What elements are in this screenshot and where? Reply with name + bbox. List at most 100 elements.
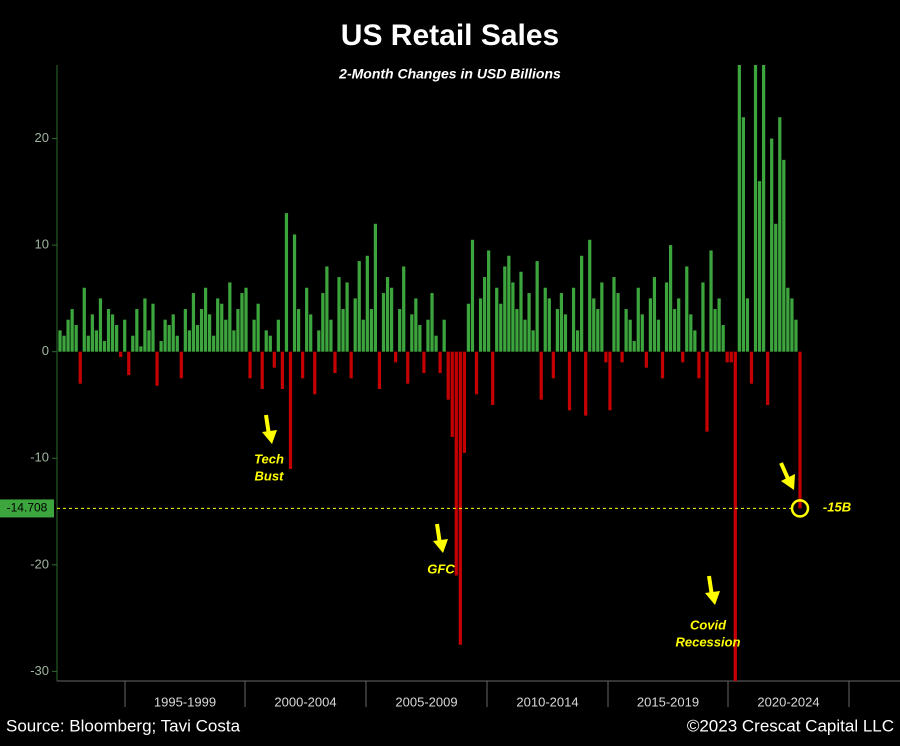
bar <box>301 351 305 379</box>
bar <box>757 181 762 352</box>
bar <box>474 351 479 395</box>
bar <box>191 293 196 352</box>
bar <box>240 293 244 352</box>
bar <box>551 351 555 379</box>
bar <box>685 266 689 352</box>
bar <box>236 309 240 352</box>
annotation: GFC <box>427 561 455 576</box>
bar <box>794 319 798 352</box>
annotation: Covid <box>690 617 727 632</box>
bar <box>216 298 220 352</box>
bar <box>478 298 483 352</box>
bar <box>499 303 503 352</box>
bar <box>673 309 677 352</box>
bar <box>507 255 511 352</box>
bar <box>114 325 119 352</box>
bar <box>102 341 107 352</box>
bar <box>539 351 543 400</box>
bar <box>70 309 74 352</box>
bar <box>389 287 394 352</box>
bar <box>147 330 151 352</box>
bar <box>345 282 349 352</box>
bar <box>175 335 179 352</box>
bar <box>418 325 422 352</box>
bar <box>82 287 86 352</box>
bar <box>183 309 187 352</box>
bar <box>341 309 345 352</box>
bar <box>624 309 628 352</box>
bar <box>462 351 466 453</box>
bar <box>373 223 378 352</box>
bar <box>523 319 527 352</box>
bar <box>778 117 782 352</box>
bar <box>668 245 673 352</box>
bar <box>337 277 341 352</box>
bar <box>446 351 450 400</box>
bar <box>203 287 208 352</box>
period-label: 2000-2004 <box>274 694 336 709</box>
period-label: 1995-1999 <box>154 694 216 709</box>
bar <box>353 298 357 352</box>
bar <box>357 261 361 352</box>
bar <box>410 314 414 352</box>
bar <box>66 319 70 352</box>
bar <box>770 138 774 352</box>
bar <box>786 287 790 352</box>
bar <box>725 351 729 363</box>
bar <box>155 351 159 386</box>
bar <box>442 319 446 352</box>
annotation-arrowhead <box>262 430 277 444</box>
period-label: 2005-2009 <box>395 694 457 709</box>
bar <box>272 351 276 368</box>
bar <box>495 287 499 352</box>
bar <box>487 250 491 352</box>
bar <box>664 282 669 352</box>
bar <box>604 351 608 363</box>
bar <box>596 309 600 352</box>
bar <box>790 298 794 352</box>
bar <box>527 293 531 352</box>
bar <box>244 287 248 352</box>
bar <box>608 351 612 411</box>
bar <box>766 351 770 405</box>
bar <box>252 319 256 352</box>
bar <box>547 298 551 352</box>
bar <box>753 65 758 352</box>
bar <box>458 351 462 645</box>
bar <box>349 351 353 379</box>
bar <box>434 335 438 352</box>
bar <box>280 351 285 389</box>
source: Source: Bloomberg; Tavi Costa <box>6 716 241 735</box>
bar <box>232 330 236 352</box>
bar <box>268 335 272 352</box>
bar <box>689 314 693 352</box>
y-tick-label: 20 <box>35 130 49 145</box>
bar <box>123 319 127 352</box>
bar <box>106 309 111 352</box>
bar <box>575 330 580 352</box>
bar <box>163 319 167 352</box>
bar <box>592 298 596 352</box>
annotation: Tech <box>254 451 284 466</box>
bar <box>276 319 280 352</box>
bar <box>365 255 369 352</box>
bar <box>127 351 131 376</box>
bar <box>430 293 434 352</box>
bar <box>305 287 309 352</box>
bar <box>733 351 737 681</box>
bar <box>749 351 754 384</box>
bar <box>361 319 365 352</box>
bar <box>398 309 402 352</box>
bar <box>491 351 495 405</box>
bar <box>187 330 192 352</box>
bar <box>284 213 289 352</box>
bar <box>90 314 94 352</box>
bar <box>652 277 657 352</box>
bar <box>628 319 632 352</box>
bar <box>438 351 442 373</box>
annotation: Recession <box>675 634 740 649</box>
bar <box>450 351 454 437</box>
bar <box>660 351 665 379</box>
bar <box>503 266 507 352</box>
